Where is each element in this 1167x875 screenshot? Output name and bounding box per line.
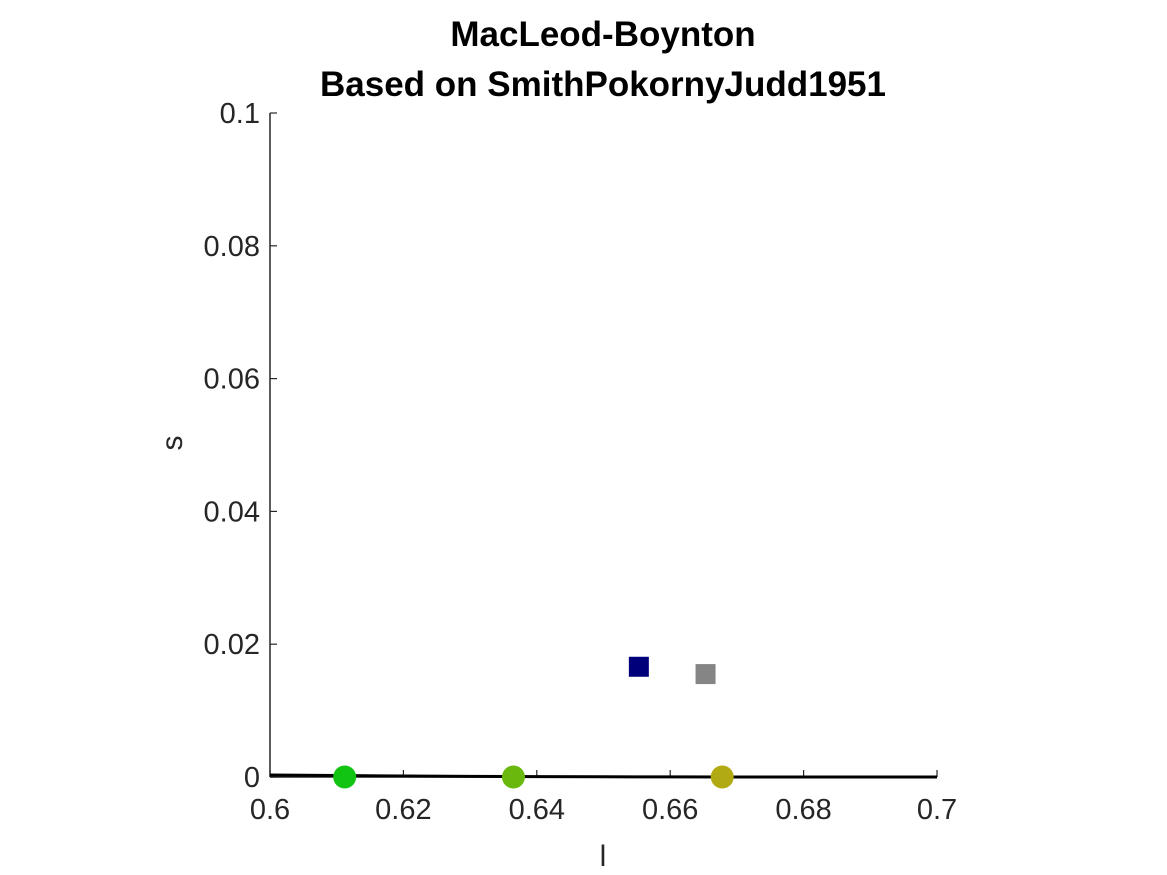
data-point-circle — [501, 765, 525, 789]
y-tick-label: 0.1 — [220, 98, 260, 130]
x-tick-label: 0.6 — [250, 794, 290, 826]
x-axis-label: l — [600, 840, 607, 873]
x-tick-label: 0.68 — [775, 794, 831, 826]
data-point-circle — [710, 765, 734, 789]
x-tick-label: 0.66 — [642, 794, 698, 826]
y-tick-label: 0.02 — [204, 629, 260, 661]
y-tick-label: 0 — [244, 762, 260, 794]
x-tick-label: 0.7 — [917, 794, 957, 826]
x-tick-label: 0.62 — [375, 794, 431, 826]
data-point-square — [695, 664, 716, 685]
y-tick-label: 0.04 — [204, 496, 260, 528]
chart-title: MacLeod-Boynton — [450, 15, 755, 54]
x-tick-label: 0.64 — [509, 794, 565, 826]
y-tick-label: 0.08 — [204, 231, 260, 263]
data-point-circle — [333, 765, 357, 789]
locus-line — [269, 773, 938, 779]
y-axis-label: s — [156, 436, 189, 451]
chart-subtitle: Based on SmithPokornyJudd1951 — [320, 65, 886, 104]
y-tick-label: 0.06 — [204, 364, 260, 396]
plot-area: 0.6 0.62 0.64 0.66 0.68 0.7 0 0.02 0.04 0.06 0.08 0… — [204, 98, 958, 826]
data-point-square — [628, 656, 649, 677]
